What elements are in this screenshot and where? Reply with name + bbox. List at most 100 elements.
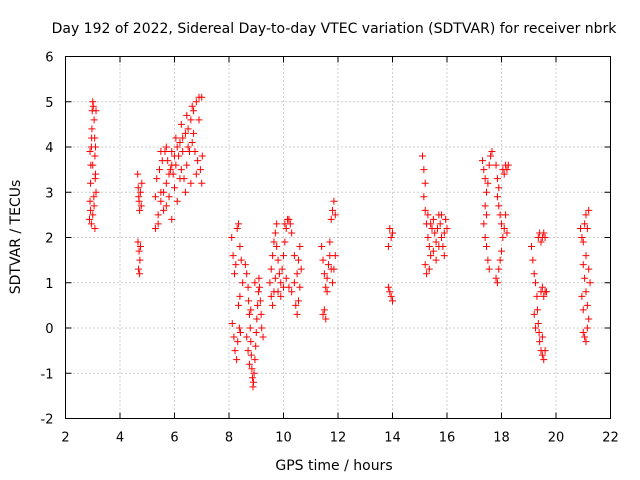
data-point: [535, 329, 543, 337]
data-point: [89, 98, 97, 106]
data-point: [236, 243, 244, 251]
data-point: [288, 288, 296, 296]
data-point: [235, 301, 243, 309]
data-point: [232, 261, 240, 269]
y-tick-label: 2: [45, 232, 53, 247]
data-point: [195, 116, 203, 124]
data-point: [235, 220, 243, 228]
data-point: [485, 161, 493, 169]
data-point: [198, 179, 206, 187]
data-point: [421, 261, 429, 269]
data-point: [87, 220, 95, 228]
data-point: [290, 252, 298, 260]
data-point: [282, 274, 290, 282]
data-point: [190, 129, 198, 137]
data-point: [254, 288, 262, 296]
data-point: [179, 134, 187, 142]
data-point: [320, 270, 328, 278]
data-point: [420, 193, 428, 201]
data-point: [318, 243, 326, 251]
data-point: [236, 292, 244, 300]
data-point: [324, 261, 332, 269]
data-point: [538, 351, 546, 359]
data-point: [136, 270, 144, 278]
data-point: [87, 206, 95, 214]
data-point: [243, 333, 251, 341]
data-point: [250, 378, 258, 386]
data-point: [492, 274, 500, 282]
data-point: [237, 256, 245, 264]
y-tick-labels: -2 -1 0 1 2 3 4 5 6: [41, 51, 54, 428]
x-tick-label: 22: [602, 431, 619, 446]
data-point: [326, 238, 334, 246]
data-point: [90, 193, 98, 201]
data-point: [293, 310, 301, 318]
y-axis-label: SDTVAR / TECUs: [8, 180, 24, 295]
data-point: [542, 288, 550, 296]
data-point: [248, 365, 256, 373]
data-point: [323, 288, 331, 296]
data-point: [250, 369, 258, 377]
data-point: [135, 247, 143, 255]
data-point: [244, 283, 252, 291]
data-point: [187, 116, 195, 124]
data-point: [134, 238, 142, 246]
data-point: [269, 301, 277, 309]
data-point: [137, 202, 145, 210]
data-point: [181, 188, 189, 196]
data-point: [160, 206, 168, 214]
grid: [65, 56, 611, 419]
data-point: [495, 184, 503, 192]
data-point: [582, 338, 590, 346]
data-point: [586, 279, 594, 287]
data-point: [246, 324, 254, 332]
data-point: [384, 243, 392, 251]
data-point: [231, 347, 239, 355]
data-point: [438, 234, 446, 241]
data-point: [248, 374, 256, 382]
data-point: [483, 188, 491, 196]
data-point: [198, 152, 206, 160]
data-point: [538, 333, 546, 341]
y-tick-label: 4: [45, 141, 53, 156]
data-point: [487, 152, 495, 160]
data-point: [421, 206, 429, 214]
data-point: [292, 301, 300, 309]
data-point: [488, 148, 496, 156]
data-point: [243, 270, 251, 278]
data-point: [259, 333, 267, 341]
data-point: [157, 188, 165, 196]
data-point: [172, 134, 180, 142]
data-point: [424, 211, 432, 219]
data-point: [293, 270, 301, 278]
data-point: [176, 138, 184, 146]
data-point: [184, 125, 192, 133]
data-point: [420, 166, 428, 174]
data-point: [91, 143, 99, 151]
chart-title: Day 192 of 2022, Sidereal Day-to-day VTE…: [52, 21, 618, 37]
data-point: [290, 279, 298, 287]
data-point: [540, 356, 548, 364]
data-point: [500, 224, 508, 232]
data-point: [433, 224, 441, 232]
data-point: [536, 338, 544, 346]
data-point: [169, 170, 177, 178]
data-point: [249, 383, 257, 391]
data-point: [503, 166, 511, 174]
data-point: [173, 143, 181, 151]
x-tick-label: 4: [116, 431, 124, 446]
data-point: [582, 211, 590, 219]
data-point: [297, 265, 305, 273]
data-point: [271, 274, 279, 282]
data-point: [188, 138, 196, 146]
data-point: [583, 324, 591, 332]
data-point: [86, 148, 94, 156]
data-point: [179, 148, 187, 156]
y-tick-label: 3: [45, 186, 53, 201]
data-point: [579, 238, 587, 246]
data-point: [492, 161, 500, 169]
data-point: [281, 238, 289, 246]
data-point: [583, 301, 591, 309]
data-point: [421, 179, 429, 187]
